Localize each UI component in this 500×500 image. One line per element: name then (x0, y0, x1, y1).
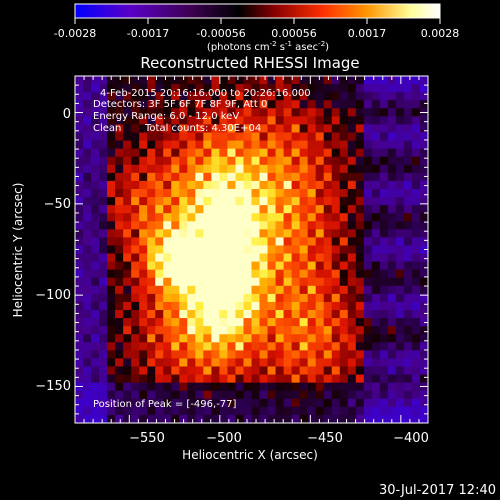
footer-timestamp: 30-Jul-2017 12:40 (379, 483, 496, 498)
colorbar-gradient (74, 3, 441, 19)
annotation-detectors: Detectors: 3F 5F 6F 7F 8F 9F, Att 0 (93, 99, 267, 110)
colorbar-tick-label: 0.0017 (348, 27, 387, 40)
colorbar-ticks (74, 18, 441, 24)
x-tick-label: −550 (129, 431, 165, 446)
annotation-total-counts: Total counts: 4.30E+04 (144, 123, 261, 134)
y-tick-label: −50 (44, 197, 71, 212)
colorbar-units: (photons cm-2 s-1 asec-2) (207, 40, 329, 53)
annotation-block: 4-Feb-2015 20:16:16.000 to 20:26:16.000 … (93, 88, 311, 410)
annotation-method: Clean (93, 123, 121, 134)
annotation-time-range: 4-Feb-2015 20:16:16.000 to 20:26:16.000 (100, 88, 311, 99)
x-axis-label: Heliocentric X (arcsec) (182, 448, 318, 462)
rhessi-image (75, 76, 428, 423)
y-tick-label: 0 (63, 107, 71, 122)
y-axis-label: Heliocentric Y (arcsec) (11, 183, 25, 318)
x-tick-label: −450 (307, 431, 343, 446)
colorbar-tick-label: 0.0028 (421, 27, 460, 40)
colorbar-tick-label: -0.0017 (127, 27, 169, 40)
annotation-peak-position: Position of Peak = [-496,-77] (93, 399, 237, 410)
y-tick-label: −100 (35, 288, 71, 303)
colorbar-tick-label: 0.00056 (271, 27, 317, 40)
x-tick-label: −400 (393, 431, 429, 446)
y-tick-label: −150 (35, 379, 71, 394)
colorbar-tick-label: -0.00056 (196, 27, 245, 40)
axis-ticks (75, 76, 428, 423)
plot-title: Reconstructed RHESSI Image (140, 54, 359, 72)
colorbar: -0.0028 -0.0017 -0.00056 0.00056 0.0017 … (54, 3, 460, 53)
x-tick-label: −500 (206, 431, 242, 446)
colorbar-tick-label: -0.0028 (54, 27, 96, 40)
annotation-energy-range: Energy Range: 6.0 - 12.0 keV (93, 111, 239, 122)
